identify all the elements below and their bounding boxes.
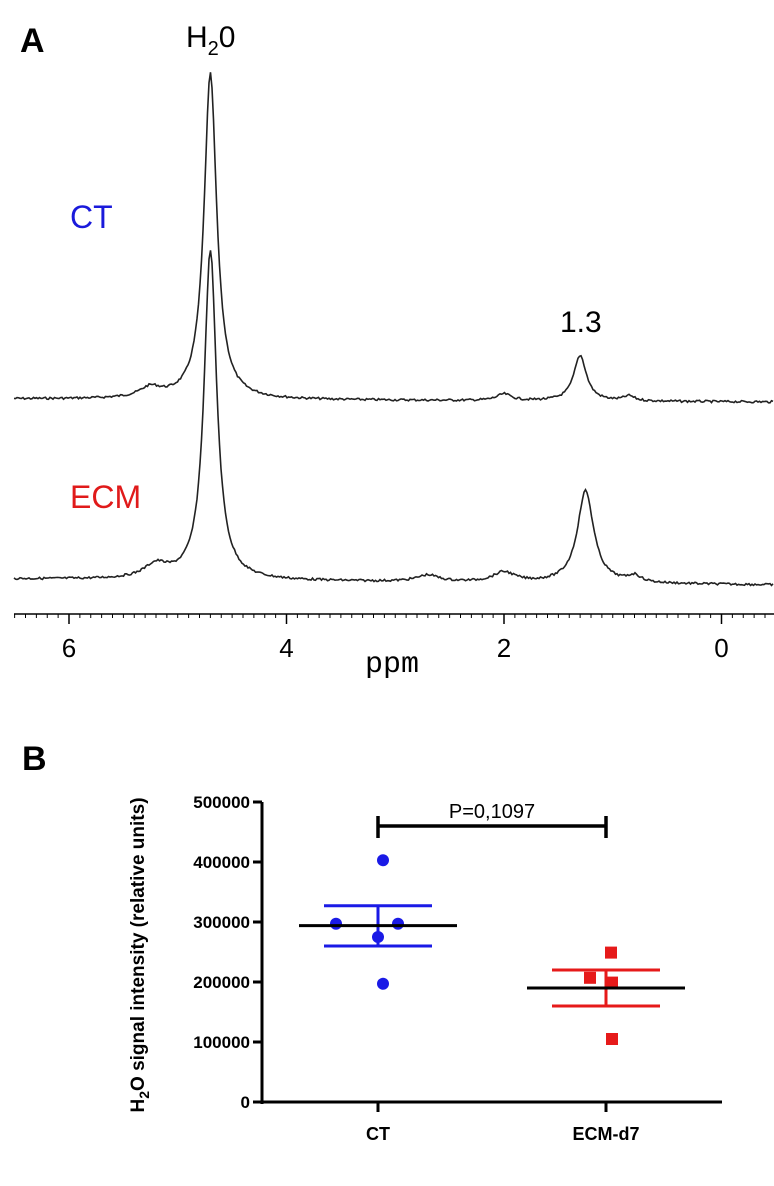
y-tick-label: 500000 [193, 793, 250, 812]
x-major-ticks: 6 4 2 0 [62, 614, 729, 663]
data-point [605, 946, 617, 959]
y-tick-label: 400000 [193, 853, 250, 872]
data-point [330, 917, 342, 930]
significance-bracket [376, 816, 608, 838]
y-axis-label: H2O signal intensity (relative units) [128, 797, 152, 1112]
x-tick-label: 6 [62, 633, 76, 663]
ct-trace-label: CT [70, 199, 113, 235]
data-point [372, 931, 384, 943]
x-axis-label: ppm [365, 648, 419, 682]
category-label: ECM-d7 [573, 1124, 640, 1144]
p-value-label: P=0,1097 [449, 801, 535, 823]
data-point [392, 917, 404, 930]
y-tick-label: 200000 [193, 973, 250, 992]
y-tick-label: 100000 [193, 1033, 250, 1052]
b-x-ticks: CT ECM-d7 [366, 1102, 640, 1144]
y-tick-label: 0 [241, 1093, 250, 1112]
water-peak-label: H20 [186, 21, 235, 60]
lipid-peak-label: 1.3 [560, 306, 602, 339]
ct-spectrum-line [13, 72, 774, 404]
data-point [377, 854, 389, 867]
category-label: CT [366, 1124, 390, 1144]
panel-a-label: A [20, 22, 45, 60]
panel-b-label: B [22, 740, 47, 778]
x-tick-label: 0 [714, 633, 728, 663]
data-point [606, 976, 618, 989]
scatter-groups [299, 854, 685, 1045]
data-point [584, 971, 596, 984]
x-tick-label: 2 [497, 633, 511, 663]
y-tick-label: 300000 [193, 913, 250, 932]
data-point [377, 977, 389, 990]
x-tick-label: 4 [279, 633, 293, 663]
y-ticks: 0 100000 200000 300000 400000 500000 [193, 793, 262, 1112]
ecm-trace-label: ECM [70, 479, 141, 515]
data-point [606, 1033, 618, 1045]
ecm-spectrum-line [13, 250, 774, 587]
